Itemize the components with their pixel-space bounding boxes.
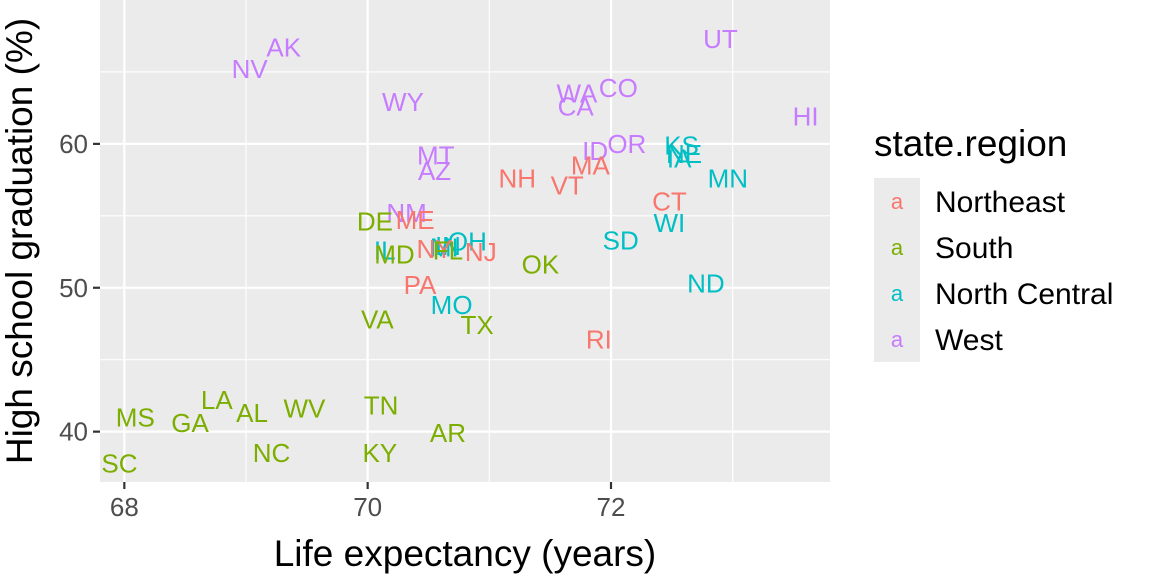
point-label-ga: GA [171,408,209,438]
point-label-ak: AK [266,32,301,62]
point-label-sc: SC [101,448,137,478]
legend-entry-label: North Central [935,278,1113,311]
y-axis-title: High school graduation (%) [0,18,40,464]
point-label-il: IL [374,235,396,265]
point-label-nd: ND [687,268,725,298]
legend-items: a Northeast a South a North Central a West [874,178,1113,362]
legend-key [874,178,920,224]
legend-entry-label: West [935,324,1003,357]
point-label-nc: NC [253,438,291,468]
point-label-wa: WA [556,79,598,109]
point-label-ky: KY [362,438,397,468]
point-label-az: AZ [418,156,451,186]
point-label-ok: OK [522,250,560,280]
point-label-ne: NE [666,139,702,169]
point-label-ut: UT [703,24,738,54]
legend-key [874,316,920,362]
point-label-vt: VT [551,171,584,201]
point-label-de: DE [357,207,393,237]
legend-key [874,270,920,316]
y-tick-label: 40 [59,417,88,447]
point-label-ia: IA [667,143,692,173]
point-label-in: IN [435,231,461,261]
legend: state.region a Northeast a South a North Cent… [874,123,1113,362]
point-label-wi: WI [654,208,686,238]
legend-key-glyph: a [891,281,904,306]
point-label-oh: OH [448,227,487,257]
point-label-nm: NM [386,198,426,228]
y-tick-labels: 40 50 60 [59,129,88,447]
point-label-ca: CA [558,91,595,121]
point-label-va: VA [361,304,394,334]
point-label-pa: PA [404,270,437,300]
legend-key-glyph: a [891,327,904,352]
point-label-fl: FL [433,235,463,265]
point-label-nv: NV [232,54,269,84]
point-label-ar: AR [430,418,466,448]
point-label-mn: MN [708,163,748,193]
y-tick-label: 50 [59,273,88,303]
point-label-ny: NY [417,234,453,264]
point-label-md: MD [374,240,414,270]
legend-key-glyph: a [891,189,904,214]
x-tick-labels: 68 70 72 [110,492,626,522]
y-tick-label: 60 [59,129,88,159]
x-tick-label: 68 [110,492,139,522]
point-label-ri: RI [586,325,612,355]
point-label-hi: HI [793,102,819,132]
legend-entry-label: South [935,232,1013,265]
point-label-mi: MI [430,232,459,262]
legend-key [874,224,920,270]
legend-entry-label: Northeast [935,186,1066,219]
minor-gridlines [100,0,830,482]
x-tick-label: 70 [353,492,382,522]
point-label-wv: WV [283,394,326,424]
axis-ticks [93,142,613,489]
point-label-tn: TN [364,391,399,421]
point-label-ms: MS [116,402,155,432]
point-label-ct: CT [652,186,687,216]
point-label-wy: WY [382,87,424,117]
x-axis-title: Life expectancy (years) [274,533,657,574]
point-label-la: LA [201,385,233,415]
point-label-mt: MT [417,140,455,170]
x-tick-label: 72 [597,492,626,522]
point-label-ks: KS [664,130,699,160]
major-gridlines [100,0,830,482]
point-label-or: OR [607,129,646,159]
point-label-sd: SD [603,225,639,255]
point-label-nh: NH [499,163,537,193]
point-label-tx: TX [461,310,494,340]
point-label-me: ME [396,205,435,235]
point-label-id: ID [582,136,608,166]
point-label-co: CO [599,73,638,103]
legend-title: state.region [874,123,1067,164]
point-label-al: AL [236,398,268,428]
point-label-ma: MA [571,150,611,180]
point-label-mo: MO [431,290,473,320]
legend-key-glyph: a [891,235,904,260]
point-label-nj: NJ [465,237,497,267]
plot-panel [100,0,830,482]
